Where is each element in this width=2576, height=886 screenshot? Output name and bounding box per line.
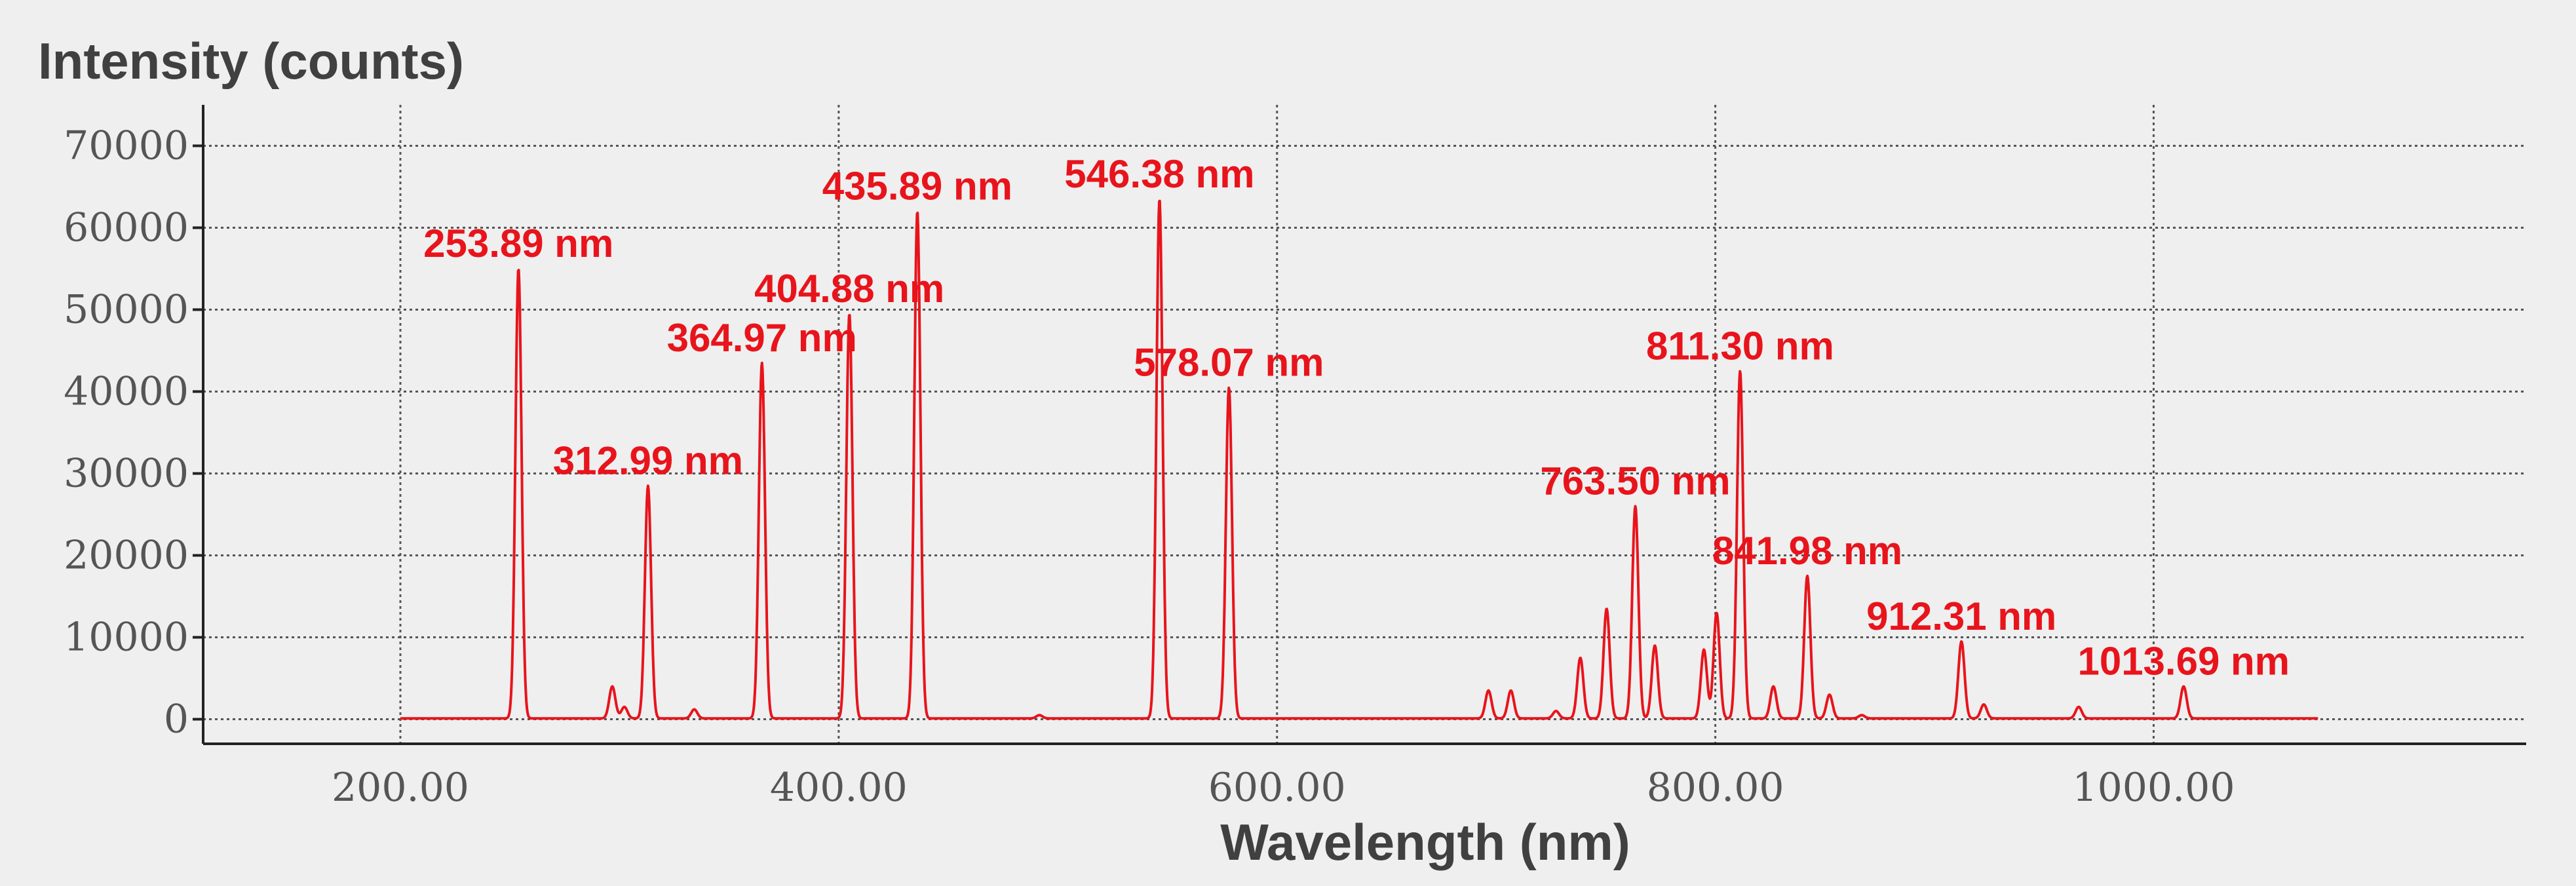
x-tick-label-4: 1000.00 xyxy=(2072,765,2235,811)
peak-label-0: 253.89 nm xyxy=(423,222,613,265)
peak-label-9: 841.98 nm xyxy=(1712,529,1902,573)
x-tick-labels: 200.00 400.00 600.00 800.00 1000.00 xyxy=(332,765,2235,811)
y-tick-label-4: 40000 xyxy=(64,369,189,415)
y-tick-label-2: 20000 xyxy=(64,533,189,579)
peak-label-8: 811.30 nm xyxy=(1646,324,1834,368)
y-tick-label-5: 50000 xyxy=(64,287,189,333)
x-tick-label-3: 800.00 xyxy=(1647,765,1784,811)
peak-label-1: 312.99 nm xyxy=(553,438,743,482)
x-axis-title: Wavelength (nm) xyxy=(1220,813,1630,871)
peak-label-3: 404.88 nm xyxy=(754,267,944,311)
peak-label-4: 435.89 nm xyxy=(822,164,1012,208)
x-tick-label-1: 400.00 xyxy=(770,765,908,811)
x-tick-label-0: 200.00 xyxy=(332,765,469,811)
peak-label-6: 578.07 nm xyxy=(1134,340,1324,384)
peak-label-2: 364.97 nm xyxy=(667,316,857,360)
y-tick-label-6: 60000 xyxy=(64,205,189,251)
peak-label-5: 546.38 nm xyxy=(1064,152,1254,196)
y-tick-label-1: 10000 xyxy=(64,615,189,661)
y-tick-labels: 0 10000 20000 30000 40000 50000 60000 70000 xyxy=(64,123,189,742)
peak-labels: 253.89 nm 312.99 nm 364.97 nm 404.88 nm 435.… xyxy=(423,152,2290,684)
peak-label-10: 912.31 nm xyxy=(1866,594,2056,638)
y-tick-label-3: 30000 xyxy=(64,451,189,497)
y-tick-label-7: 70000 xyxy=(64,123,189,169)
y-tick-label-0: 0 xyxy=(164,697,189,742)
axes xyxy=(193,105,2526,745)
spectrum-line xyxy=(399,199,2319,720)
x-tick-label-2: 600.00 xyxy=(1208,765,1346,811)
peak-label-7: 763.50 nm xyxy=(1540,459,1730,503)
y-axis-title: Intensity (counts) xyxy=(38,32,464,90)
peak-label-11: 1013.69 nm xyxy=(2077,640,2290,684)
